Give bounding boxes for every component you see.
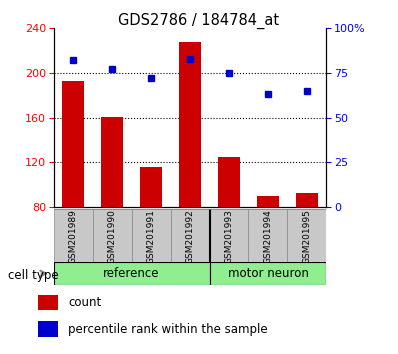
Text: GSM201994: GSM201994 bbox=[263, 209, 273, 264]
Bar bbox=[287, 209, 326, 264]
Bar bbox=[209, 209, 248, 264]
Bar bbox=[171, 209, 209, 264]
Text: reference: reference bbox=[103, 267, 160, 280]
Bar bbox=[296, 193, 318, 207]
Text: percentile rank within the sample: percentile rank within the sample bbox=[68, 322, 268, 336]
Text: count: count bbox=[68, 296, 101, 309]
Text: GSM201993: GSM201993 bbox=[224, 209, 234, 264]
Bar bbox=[101, 116, 123, 207]
Text: GDS2786 / 184784_at: GDS2786 / 184784_at bbox=[119, 12, 279, 29]
Bar bbox=[54, 209, 93, 264]
Text: GSM201989: GSM201989 bbox=[69, 209, 78, 264]
Text: cell type: cell type bbox=[8, 269, 59, 282]
Bar bbox=[140, 167, 162, 207]
Bar bbox=[132, 209, 171, 264]
Bar bbox=[62, 81, 84, 207]
Bar bbox=[38, 321, 58, 337]
Text: GSM201991: GSM201991 bbox=[146, 209, 156, 264]
Bar bbox=[248, 209, 287, 264]
Text: GSM201990: GSM201990 bbox=[107, 209, 117, 264]
Text: motor neuron: motor neuron bbox=[228, 267, 308, 280]
Text: GSM201995: GSM201995 bbox=[302, 209, 311, 264]
Bar bbox=[209, 262, 326, 285]
Bar bbox=[218, 157, 240, 207]
Bar bbox=[179, 42, 201, 207]
Bar bbox=[38, 295, 58, 310]
Bar bbox=[93, 209, 132, 264]
Bar bbox=[257, 196, 279, 207]
Bar bbox=[54, 262, 209, 285]
Text: GSM201992: GSM201992 bbox=[185, 209, 195, 264]
